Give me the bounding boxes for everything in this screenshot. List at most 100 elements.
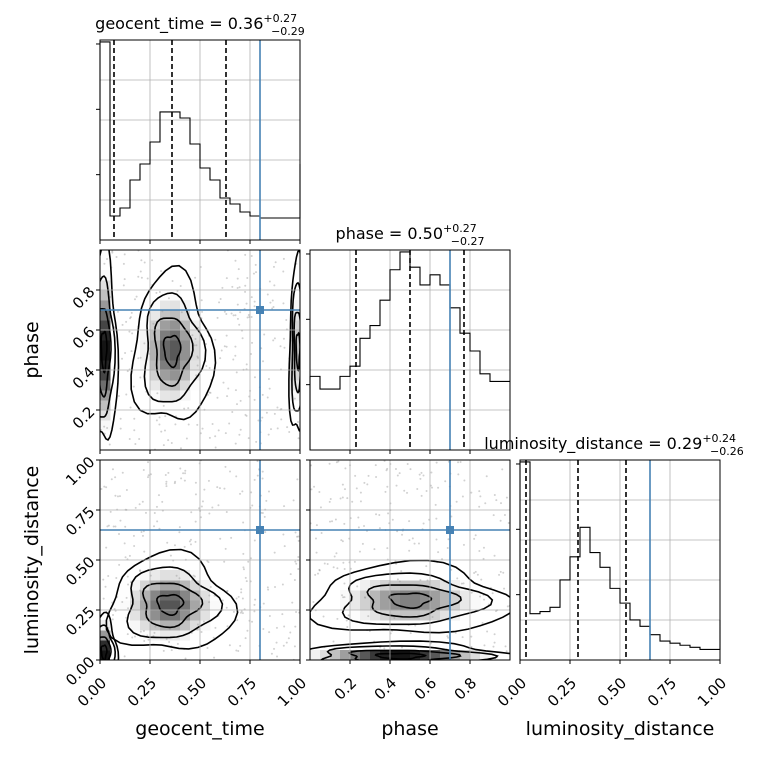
sample-point <box>103 425 106 428</box>
sample-point <box>414 624 417 627</box>
sample-point <box>211 506 214 509</box>
sample-point <box>178 526 181 529</box>
density-cell <box>170 350 181 361</box>
y-axis-label-phase: phase <box>21 321 43 378</box>
density-cell <box>460 580 471 591</box>
sample-point <box>246 277 249 280</box>
sample-point <box>170 649 173 652</box>
sample-point <box>332 566 335 569</box>
density-cell <box>160 580 171 591</box>
density-cell <box>160 360 171 371</box>
contour-line <box>130 264 217 421</box>
x-axis-label-phase: phase <box>381 718 438 740</box>
sample-point <box>241 490 244 493</box>
sample-point <box>283 505 286 508</box>
sample-point <box>363 525 366 528</box>
sample-point <box>353 560 356 563</box>
contour-line <box>100 644 108 660</box>
sample-point <box>357 516 360 519</box>
sample-point <box>223 487 226 490</box>
sample-point <box>239 644 242 647</box>
sample-point <box>326 563 329 566</box>
sample-point <box>179 467 182 470</box>
sample-point <box>129 317 132 320</box>
sample-point <box>332 640 335 643</box>
sample-point <box>375 475 378 478</box>
density-cell <box>370 580 381 591</box>
sample-point <box>162 649 165 652</box>
sample-point <box>225 606 228 609</box>
sample-point <box>430 471 433 474</box>
sample-point <box>398 472 401 475</box>
sample-point <box>239 611 242 614</box>
y-tick-label: 1.00 <box>62 453 98 489</box>
density-cell <box>180 370 191 381</box>
sample-point <box>203 488 206 491</box>
density-cell <box>180 350 191 361</box>
sample-point <box>498 573 501 576</box>
sample-point <box>139 589 142 592</box>
sample-point <box>505 650 508 653</box>
sample-point <box>341 483 344 486</box>
density-cell <box>100 270 111 281</box>
sample-point <box>168 640 171 643</box>
contours-luminosity_distance_vs_phase <box>310 559 510 660</box>
sample-point <box>493 641 496 644</box>
density-cell <box>200 620 211 631</box>
sample-point <box>461 495 464 498</box>
density-cell <box>150 380 161 391</box>
density-cell <box>460 610 471 621</box>
contour-line <box>348 649 462 660</box>
sample-point <box>232 358 235 361</box>
density-cell <box>420 620 431 631</box>
density-cell <box>180 610 191 621</box>
sample-point <box>289 631 292 634</box>
density-cell <box>160 340 171 351</box>
truth-marker <box>256 306 264 314</box>
density-cell <box>100 350 111 361</box>
sample-point <box>239 492 242 495</box>
sample-point <box>272 339 275 342</box>
sample-point <box>208 512 211 515</box>
sample-point <box>151 259 154 262</box>
sample-point <box>195 344 198 347</box>
sample-point <box>254 263 257 266</box>
sample-point <box>138 569 141 572</box>
sample-point <box>241 612 244 615</box>
sample-point <box>343 522 346 525</box>
sample-point <box>102 578 105 581</box>
sample-point <box>225 345 228 348</box>
density-cell <box>170 370 181 381</box>
density-cell <box>100 340 111 351</box>
sample-point <box>206 647 209 650</box>
density-cell <box>370 610 381 621</box>
sample-point <box>194 540 197 543</box>
sample-point <box>499 502 502 505</box>
histogram-geocent_time <box>99 41 301 240</box>
sample-point <box>297 556 300 559</box>
density-cell <box>180 330 191 341</box>
sample-point <box>232 314 235 317</box>
sample-point <box>342 596 345 599</box>
density-cell <box>130 610 141 621</box>
sample-point <box>153 512 156 515</box>
sample-point <box>208 366 211 369</box>
density-cell <box>100 300 111 311</box>
contour-line <box>291 281 300 412</box>
sample-point <box>111 618 114 621</box>
density-cell <box>100 370 111 381</box>
sample-point <box>419 477 422 480</box>
sample-point <box>275 626 278 629</box>
density-cell <box>170 580 181 591</box>
sample-point <box>165 480 168 483</box>
sample-point <box>246 316 249 319</box>
x-tick-label: 1.00 <box>694 674 730 710</box>
sample-point <box>296 535 299 538</box>
sample-point <box>207 479 210 482</box>
density-phase_vs_geocent_time <box>100 270 300 431</box>
sample-point <box>268 387 271 390</box>
sample-point <box>340 539 343 542</box>
density-cell <box>140 340 151 351</box>
sample-point <box>501 468 504 471</box>
sample-point <box>240 588 243 591</box>
